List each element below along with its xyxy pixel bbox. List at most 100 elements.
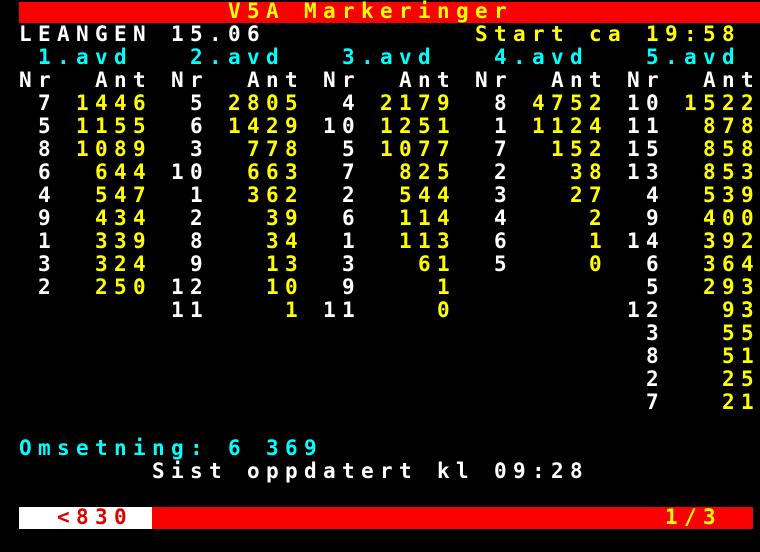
ant-cell: 1124 [532,114,609,138]
nr-cell: 2 [38,275,58,299]
nr-cell: 6 [190,114,210,138]
ant-cell: 38 [570,160,609,184]
nr-cell: 3 [190,137,210,161]
nr-cell: 13 [627,160,666,184]
nr-cell: 3 [38,252,58,276]
ant-cell: 778 [247,137,305,161]
ant-cell: 34 [266,229,305,253]
page-title: V5A Markeringer [228,0,514,23]
ant-cell: 61 [418,252,457,276]
nr-cell: 9 [38,206,58,230]
turnover-value: 6 369 [228,436,324,460]
ant-cell: 434 [95,206,153,230]
ant-cell: 39 [266,206,305,230]
ant-header: Ant [703,68,760,92]
ant-cell: 544 [399,183,457,207]
ant-cell: 250 [95,275,153,299]
nr-cell: 9 [646,206,666,230]
avd-header: 1.avd [38,45,134,69]
ant-cell: 1155 [76,114,153,138]
avd-header: 2.avd [190,45,286,69]
nr-cell: 4 [646,183,666,207]
nr-cell: 3 [342,252,362,276]
nr-cell: 8 [646,344,666,368]
ant-cell: 878 [703,114,760,138]
ant-cell: 2 [589,206,609,230]
ant-cell: 853 [703,160,760,184]
nr-cell: 9 [342,275,362,299]
nr-cell: 7 [38,91,58,115]
nr-cell: 10 [627,91,666,115]
nr-cell: 7 [494,137,514,161]
avd-header: 4.avd [494,45,590,69]
ant-cell: 1446 [76,91,153,115]
ant-cell: 0 [589,252,609,276]
ant-cell: 400 [703,206,760,230]
nr-cell: 11 [323,298,362,322]
nr-cell: 1 [38,229,58,253]
nr-cell: 4 [342,91,362,115]
ant-cell: 539 [703,183,760,207]
nr-cell: 6 [38,160,58,184]
ant-cell: 392 [703,229,760,253]
nr-cell: 1 [494,114,514,138]
nr-cell: 5 [190,91,210,115]
venue-date: LEANGEN 15.06 [19,22,267,46]
nr-header: Nr [171,68,210,92]
nr-cell: 1 [342,229,362,253]
ant-cell: 547 [95,183,153,207]
title-bar [19,2,760,23]
nr-cell: 8 [494,91,514,115]
nr-cell: 2 [190,206,210,230]
ant-cell: 0 [437,298,457,322]
ant-header: Ant [399,68,457,92]
nr-cell: 1 [190,183,210,207]
turnover-label: Omsetning: [19,436,210,460]
ant-cell: 2179 [380,91,457,115]
ant-cell: 1077 [380,137,457,161]
nr-cell: 11 [627,114,666,138]
ant-cell: 858 [703,137,760,161]
ant-cell: 13 [266,252,305,276]
nr-header: Nr [323,68,362,92]
nr-cell: 5 [38,114,58,138]
nr-cell: 3 [494,183,514,207]
ant-header: Ant [551,68,609,92]
ant-cell: 324 [95,252,153,276]
page-number: 1/3 [665,505,723,529]
nr-cell: 9 [190,252,210,276]
nr-cell: 4 [494,206,514,230]
nr-cell: 8 [38,137,58,161]
ant-cell: 152 [551,137,609,161]
ant-cell: 1 [285,298,305,322]
ant-header: Ant [95,68,153,92]
nr-cell: 7 [646,390,666,414]
ant-cell: 113 [399,229,457,253]
nr-cell: 7 [342,160,362,184]
nr-cell: 6 [646,252,666,276]
ant-cell: 1429 [228,114,305,138]
ant-cell: 114 [399,206,457,230]
nr-cell: 14 [627,229,666,253]
nr-cell: 2 [494,160,514,184]
nr-cell: 15 [627,137,666,161]
ant-cell: 2805 [228,91,305,115]
ant-cell: 10 [266,275,305,299]
ant-cell: 4752 [532,91,609,115]
nr-header: Nr [475,68,514,92]
ant-cell: 25 [722,367,760,391]
ant-cell: 644 [95,160,153,184]
nr-cell: 10 [323,114,362,138]
avd-header: 5.avd [646,45,742,69]
nr-header: Nr [627,68,666,92]
ant-cell: 293 [703,275,760,299]
nr-cell: 3 [646,321,666,345]
ant-cell: 364 [703,252,760,276]
last-updated: Sist oppdatert kl 09:28 [152,459,590,483]
ant-cell: 21 [722,390,760,414]
avd-header: 3.avd [342,45,438,69]
ant-cell: 1 [437,275,457,299]
nr-cell: 6 [342,206,362,230]
page-ref: <830 [57,505,134,529]
